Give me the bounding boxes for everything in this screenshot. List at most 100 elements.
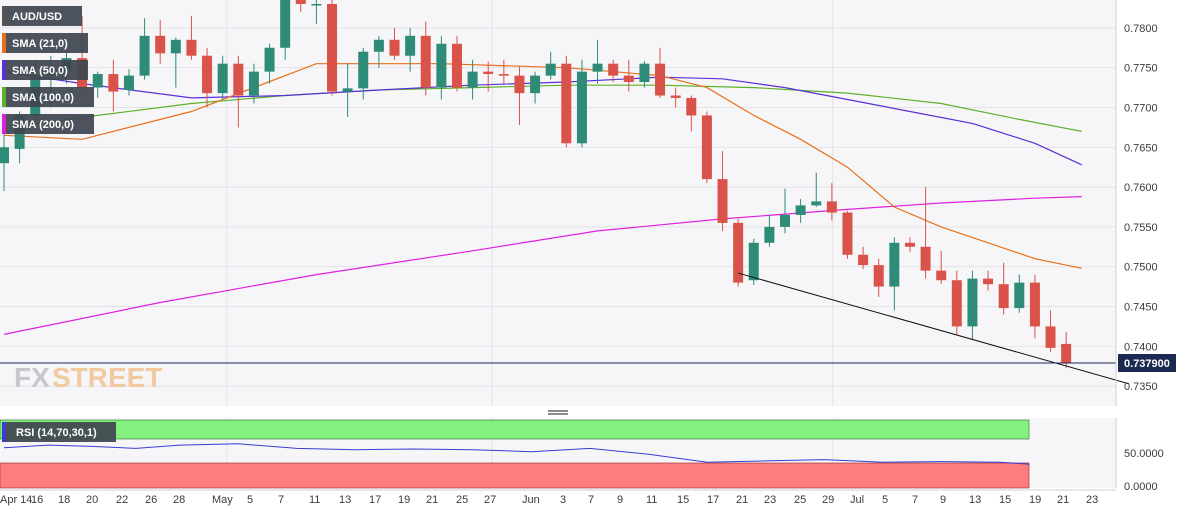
candle [920, 187, 931, 279]
x-tick-label: 25 [456, 494, 468, 506]
candle [311, 0, 322, 24]
x-tick-label: 21 [426, 494, 438, 506]
x-tick-label: 13 [969, 494, 981, 506]
candle-body [217, 63, 228, 94]
candle-body [514, 75, 525, 94]
candle [358, 47, 369, 100]
trendline [738, 272, 1129, 385]
svg-text:STREET: STREET [52, 362, 162, 393]
x-tick-label: 23 [1086, 494, 1098, 506]
candle-body [311, 3, 322, 6]
y-tick-label: 0.7750 [1124, 63, 1158, 75]
candle-body [655, 63, 666, 96]
candle [202, 47, 213, 108]
rsi-line [3, 443, 1030, 465]
x-tick-label: May [212, 494, 233, 506]
candle [280, 0, 291, 60]
candle [904, 237, 915, 253]
candle [826, 183, 837, 221]
x-tick-label: Jul [850, 494, 864, 506]
candle-body [389, 39, 400, 56]
y-tick-label: 0.7400 [1124, 341, 1158, 353]
candle-body [764, 226, 775, 243]
y-tick-label: 0.7800 [1124, 23, 1158, 35]
candle-body [576, 71, 587, 144]
x-tick-label: 23 [764, 494, 776, 506]
x-tick-label: 17 [707, 494, 719, 506]
candle-body [373, 39, 384, 52]
candle [530, 71, 541, 104]
candle-body [545, 63, 556, 76]
rsi-oversold-zone [0, 462, 1030, 489]
x-tick-label: 26 [145, 494, 157, 506]
x-tick-label: 11 [646, 494, 657, 506]
legend-swatch [2, 114, 6, 134]
candle-body [202, 55, 213, 94]
candle-body [998, 284, 1009, 309]
y-tick-label: 0.7350 [1124, 381, 1158, 393]
y-tick-label: 0.7650 [1124, 142, 1158, 154]
candle [858, 246, 869, 270]
candle [670, 87, 681, 108]
candle [233, 55, 244, 128]
candle [936, 250, 947, 285]
fxstreet-logo: FX STREET [14, 362, 162, 393]
candle-body [233, 63, 244, 96]
y-tick-label: 0.7700 [1124, 102, 1158, 114]
x-tick-label: 13 [339, 494, 351, 506]
candle [1014, 274, 1025, 313]
candle-body [904, 242, 915, 247]
x-tick-label: 29 [822, 494, 834, 506]
candle [514, 66, 525, 125]
candle-body [170, 39, 181, 54]
candle-body [123, 75, 134, 90]
rsi-y-tick-label: 50.0000 [1124, 448, 1164, 460]
x-tick-label: 15 [677, 494, 689, 506]
x-tick-label: 5 [882, 494, 888, 506]
candle [951, 270, 962, 335]
y-axis: 0.7800 0.7750 0.7700 0.7650 0.7600 0.7550 0.75… [1115, 0, 1158, 488]
candle-body [1029, 282, 1040, 327]
x-tick-label: 11 [309, 494, 320, 506]
candle [998, 262, 1009, 315]
x-tick-label: 7 [278, 494, 284, 506]
candle [780, 188, 790, 234]
x-tick-label: 21 [1057, 494, 1069, 506]
candle [186, 15, 197, 60]
candle-body [451, 43, 462, 88]
candle [217, 55, 228, 100]
svg-text:FX: FX [14, 362, 50, 393]
candle [983, 270, 994, 291]
candle [389, 27, 400, 60]
rsi-legend-swatch [2, 422, 6, 442]
legend-label: SMA (21,0) [12, 38, 68, 50]
candle [483, 61, 494, 92]
x-tick-label: 3 [560, 494, 566, 506]
x-tick-label: 19 [398, 494, 410, 506]
candle [889, 237, 900, 311]
candle-body [358, 51, 369, 89]
rsi-y-tick-label: 0.0000 [1124, 481, 1158, 493]
legend-box [2, 33, 88, 53]
candle [842, 210, 853, 259]
candle-body [483, 71, 494, 75]
candle [295, 0, 306, 12]
candle-body [748, 242, 759, 281]
legend-item: SMA (200,0) [2, 114, 94, 134]
candle-body [1045, 326, 1056, 348]
candle-body [936, 270, 947, 281]
candle [108, 59, 119, 112]
pane-resize-handle[interactable] [548, 410, 568, 415]
last-price-value: 0.737900 [1124, 358, 1170, 370]
rsi-legend-label: RSI (14,70,30,1) [16, 427, 97, 439]
legend-swatch [2, 60, 6, 80]
candle [717, 151, 728, 231]
x-tick-label: 18 [58, 494, 70, 506]
candle [639, 61, 650, 88]
support-trendline [738, 272, 1129, 385]
legend-item: SMA (21,0) [2, 33, 88, 53]
candle-body [826, 201, 837, 213]
legend-swatch [2, 6, 6, 26]
candle [576, 59, 587, 148]
candle-body [405, 35, 416, 56]
